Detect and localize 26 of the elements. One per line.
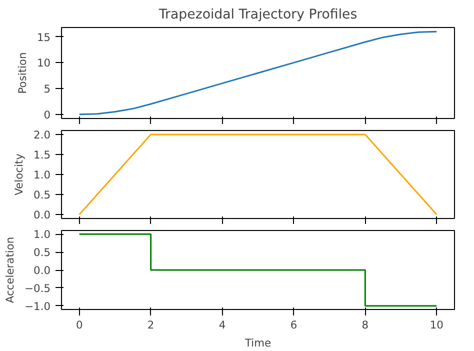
x-tick-label: 6	[290, 318, 298, 332]
line-series	[78, 30, 438, 116]
y-tick-label: 2.0	[34, 128, 51, 142]
y-axis-title: Acceleration	[4, 236, 17, 304]
y-tick-label: 5	[44, 82, 50, 96]
y-tick-label: 1.0	[34, 168, 51, 182]
x-tick-label: 10	[430, 318, 444, 332]
chart-title: Trapezoidal Trajectory Profiles	[158, 8, 358, 22]
y-tick-label: −0.5	[24, 282, 51, 295]
y-tick-label: −1.0	[24, 300, 51, 313]
y-tick-label: 10	[36, 56, 51, 70]
y-axis-title: Velocity	[12, 154, 26, 196]
x-axis-title: Time	[244, 336, 272, 350]
y-tick-label: 15	[36, 30, 51, 44]
y-tick-label: 0.5	[34, 246, 51, 260]
y-tick-label: 0.0	[34, 264, 51, 277]
x-tick-label: 2	[147, 318, 154, 332]
x-tick-label: 4	[218, 318, 226, 332]
x-tick-label: 0	[76, 318, 83, 332]
y-tick-label: 1.5	[34, 148, 51, 162]
x-tick-label: 8	[362, 318, 369, 332]
y-tick-label: 0.0	[34, 208, 51, 222]
y-tick-label: 0	[44, 108, 51, 122]
y-axis-title: Position	[16, 52, 29, 94]
y-tick-label: 1.0	[34, 228, 51, 242]
y-tick-label: 0.5	[34, 188, 51, 202]
